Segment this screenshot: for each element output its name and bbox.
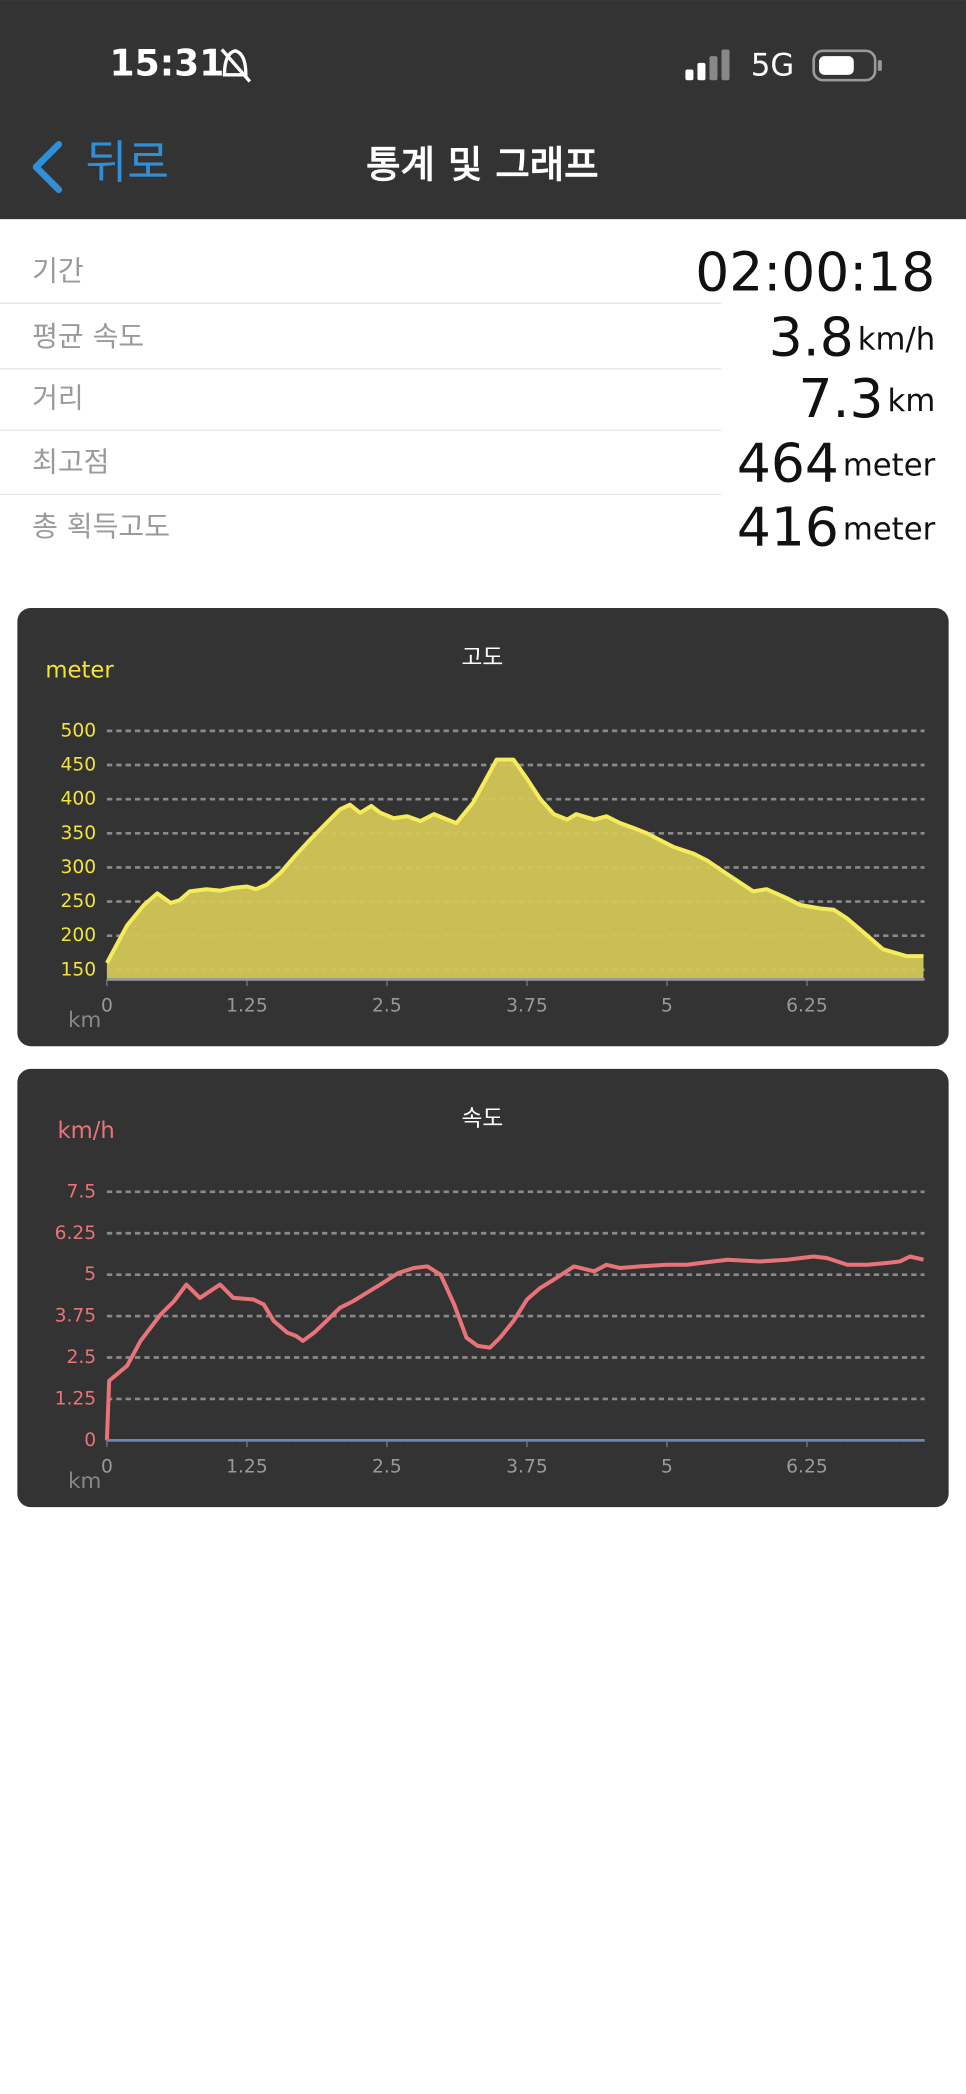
stats-list: 기간 02:00:18 평균 속도 3.8 km/h 거리 7.3 km 최고점 464 meter… xyxy=(0,240,936,558)
back-button[interactable]: 뒤로 xyxy=(32,136,170,194)
stat-unit: meter xyxy=(843,511,936,547)
bell-slash-icon xyxy=(220,48,252,83)
x-axis-label: km xyxy=(68,1008,101,1033)
chart-title: 고도 xyxy=(461,645,503,671)
y-tick-label: 5 xyxy=(84,1264,96,1285)
y-tick-label: 1.25 xyxy=(55,1388,97,1409)
chart: 고도 meter km 150 200 250 300 350 400 450 500 0 1.25 2.… xyxy=(17,607,949,1047)
nav-title: 통계 및 그래프 xyxy=(366,143,599,187)
x-tick-label: 0 xyxy=(101,996,113,1017)
y-tick-label: 6.25 xyxy=(55,1223,97,1244)
area-line xyxy=(105,757,924,964)
stat-number: 3.8 xyxy=(769,305,854,368)
back-chevron[interactable] xyxy=(32,140,63,194)
x-tick-label: 2.5 xyxy=(372,1457,402,1478)
y-tick-label: 400 xyxy=(61,789,97,810)
stat-number: 464 xyxy=(737,431,839,494)
x-tick-label: 1.25 xyxy=(226,996,268,1017)
stat-unit: km/h xyxy=(858,321,936,357)
y-axis-label: meter xyxy=(45,657,114,683)
battery-icon xyxy=(812,49,882,82)
header-bg xyxy=(0,0,966,220)
stat-label: 최고점 xyxy=(32,446,109,479)
network-label: 5G xyxy=(751,47,794,83)
y-tick-label: 300 xyxy=(61,857,97,878)
stat-value: 464 meter xyxy=(737,431,936,494)
stat-label: 기간 xyxy=(32,255,84,288)
back-label[interactable]: 뒤로 xyxy=(86,136,170,189)
stat-label: 평균 속도 xyxy=(32,320,144,353)
stat-number: 416 xyxy=(737,495,839,558)
x-tick-label: 1.25 xyxy=(226,1457,268,1478)
chart-title: 속도 xyxy=(461,1106,503,1132)
x-tick-label: 3.75 xyxy=(506,1457,548,1478)
x-tick-label: 0 xyxy=(101,1457,113,1478)
x-tick-label: 2.5 xyxy=(372,996,402,1017)
y-tick-label: 0 xyxy=(84,1430,96,1451)
y-tick-label: 350 xyxy=(61,823,97,844)
y-tick-label: 200 xyxy=(61,925,97,946)
x-tick-label: 6.25 xyxy=(786,1457,828,1478)
y-tick-label: 500 xyxy=(61,720,97,741)
y-tick-label: 450 xyxy=(61,755,97,776)
status-time: 15:31 xyxy=(110,43,225,85)
x-tick-label: 6.25 xyxy=(786,996,828,1017)
signal-icon xyxy=(685,49,730,81)
stat-number: 02:00:18 xyxy=(695,240,935,303)
x-tick-label: 5 xyxy=(661,1457,673,1478)
y-tick-label: 7.5 xyxy=(66,1181,96,1202)
stat-number: 7.3 xyxy=(799,367,884,430)
y-tick-label: 2.5 xyxy=(66,1347,96,1368)
x-tick-label: 5 xyxy=(661,996,673,1017)
line xyxy=(104,1254,924,1441)
x-axis-label: km xyxy=(68,1469,101,1494)
y-axis-label: km/h xyxy=(57,1118,114,1144)
stat-unit: km xyxy=(888,383,936,419)
stat-label: 총 획득고도 xyxy=(32,510,170,543)
x-tick-label: 3.75 xyxy=(506,996,548,1017)
stat-unit: meter xyxy=(843,447,936,483)
stat-value: 3.8 km/h xyxy=(769,305,936,368)
stat-label: 거리 xyxy=(32,382,84,415)
stat-value: 7.3 km xyxy=(799,367,936,430)
stat-value: 416 meter xyxy=(737,495,936,558)
area-fill xyxy=(106,759,924,980)
y-tick-label: 250 xyxy=(61,891,97,912)
stat-value: 02:00:18 xyxy=(695,240,935,303)
y-tick-label: 3.75 xyxy=(55,1306,97,1327)
y-tick-label: 150 xyxy=(61,959,97,980)
